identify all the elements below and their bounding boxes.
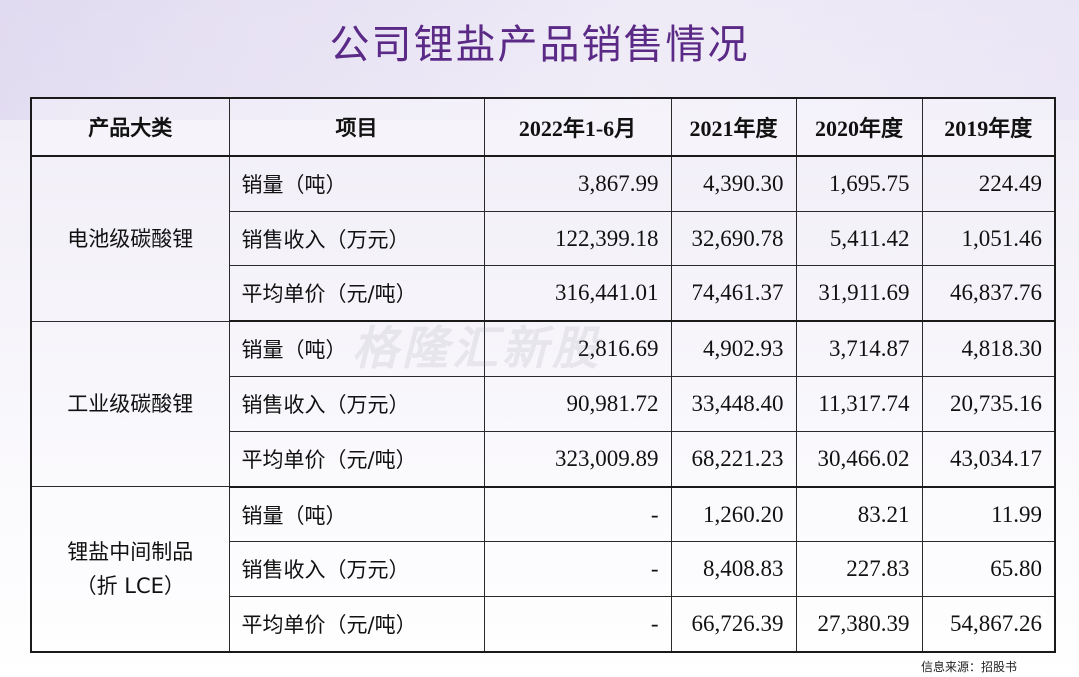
- header-item: 项目: [228, 97, 485, 157]
- item-label: 销量（吨）: [228, 320, 485, 378]
- value-cell: 1,260.20: [670, 486, 797, 543]
- item-label: 销售收入（万元）: [228, 541, 485, 597]
- value-cell: 122,399.18: [483, 210, 672, 267]
- value-cell: 43,034.17: [921, 430, 1056, 488]
- value-cell: 5,411.42: [795, 210, 923, 267]
- table-row: 销售收入（万元） 122,399.18 32,690.78 5,411.42 1…: [31, 210, 1056, 267]
- header-2022h1: 2022年1-6月: [483, 97, 672, 157]
- category-battery-grade: 电池级碳酸锂: [30, 155, 230, 322]
- item-label: 销量（吨）: [228, 486, 485, 543]
- header-category: 产品大类: [30, 97, 230, 157]
- item-label: 销售收入（万元）: [228, 210, 485, 267]
- table-header-row: 产品大类 项目 2022年1-6月 2021年度 2020年度 2019年度: [30, 97, 1056, 157]
- value-cell: 323,009.89: [483, 430, 672, 488]
- value-cell: 66,726.39: [670, 596, 797, 653]
- value-cell: 83.21: [795, 486, 923, 543]
- value-cell: 65.80: [921, 541, 1056, 597]
- table-row: 销售收入（万元） - 8,408.83 227.83 65.80: [31, 541, 1056, 597]
- value-cell: -: [483, 596, 672, 653]
- value-cell: -: [483, 486, 672, 543]
- source-note: 信息来源：招股书: [920, 660, 1017, 674]
- value-cell: 3,867.99: [483, 155, 672, 212]
- value-cell: 224.49: [921, 155, 1056, 212]
- table-row: 平均单价（元/吨） 316,441.01 74,461.37 31,911.69…: [31, 265, 1056, 323]
- header-2021: 2021年度: [670, 97, 797, 157]
- category-line2: （折 LCE）: [75, 574, 185, 599]
- value-cell: 3,714.87: [795, 320, 923, 378]
- category-line1: 锂盐中间制品: [67, 540, 194, 565]
- value-cell: 2,816.69: [483, 320, 672, 378]
- table-row: 电池级碳酸锂 销量（吨） 3,867.99 4,390.30 1,695.75 …: [30, 155, 1056, 322]
- value-cell: 54,867.26: [921, 596, 1056, 653]
- value-cell: 33,448.40: [670, 376, 797, 432]
- category-industrial-grade: 工业级碳酸锂: [30, 320, 230, 488]
- table-row: 平均单价（元/吨） - 66,726.39 27,380.39 54,867.2…: [31, 596, 1056, 653]
- value-cell: -: [483, 541, 672, 597]
- value-cell: 4,390.30: [670, 155, 797, 212]
- value-cell: 316,441.01: [483, 265, 672, 323]
- value-cell: 11,317.74: [795, 376, 923, 432]
- value-cell: 1,695.75: [795, 155, 923, 212]
- table-row: 平均单价（元/吨） 323,009.89 68,221.23 30,466.02…: [31, 430, 1056, 488]
- value-cell: 11.99: [921, 486, 1056, 543]
- value-cell: 4,818.30: [921, 320, 1056, 378]
- value-cell: 90,981.72: [483, 376, 672, 432]
- table-row: 工业级碳酸锂 销量（吨） 2,816.69 4,902.93 3,714.87 …: [30, 320, 1056, 488]
- value-cell: 68,221.23: [670, 430, 797, 488]
- header-2019: 2019年度: [921, 97, 1056, 157]
- item-label: 销量（吨）: [228, 155, 485, 212]
- value-cell: 30,466.02: [795, 430, 923, 488]
- sales-table-container: 产品大类 项目 2022年1-6月 2021年度 2020年度 2019年度 电…: [30, 97, 1056, 653]
- value-cell: 32,690.78: [670, 210, 797, 267]
- header-2020: 2020年度: [795, 97, 923, 157]
- item-label: 平均单价（元/吨）: [228, 430, 485, 488]
- table-row: 销售收入（万元） 90,981.72 33,448.40 11,317.74 2…: [31, 376, 1056, 432]
- value-cell: 31,911.69: [795, 265, 923, 323]
- category-lithium-intermediate: 锂盐中间制品 （折 LCE）: [30, 486, 230, 653]
- value-cell: 8,408.83: [670, 541, 797, 597]
- sales-table: 产品大类 项目 2022年1-6月 2021年度 2020年度 2019年度 电…: [30, 97, 1056, 653]
- item-label: 平均单价（元/吨）: [228, 596, 485, 653]
- value-cell: 4,902.93: [670, 320, 797, 378]
- item-label: 平均单价（元/吨）: [228, 265, 485, 323]
- value-cell: 27,380.39: [795, 596, 923, 653]
- table-row: 锂盐中间制品 （折 LCE） 销量（吨） - 1,260.20 83.21 11…: [30, 486, 1056, 653]
- item-label: 销售收入（万元）: [228, 376, 485, 432]
- value-cell: 46,837.76: [921, 265, 1056, 323]
- value-cell: 227.83: [795, 541, 923, 597]
- value-cell: 20,735.16: [921, 376, 1056, 432]
- value-cell: 74,461.37: [670, 265, 797, 323]
- value-cell: 1,051.46: [921, 210, 1056, 267]
- page-title: 公司锂盐产品销售情况: [329, 22, 750, 68]
